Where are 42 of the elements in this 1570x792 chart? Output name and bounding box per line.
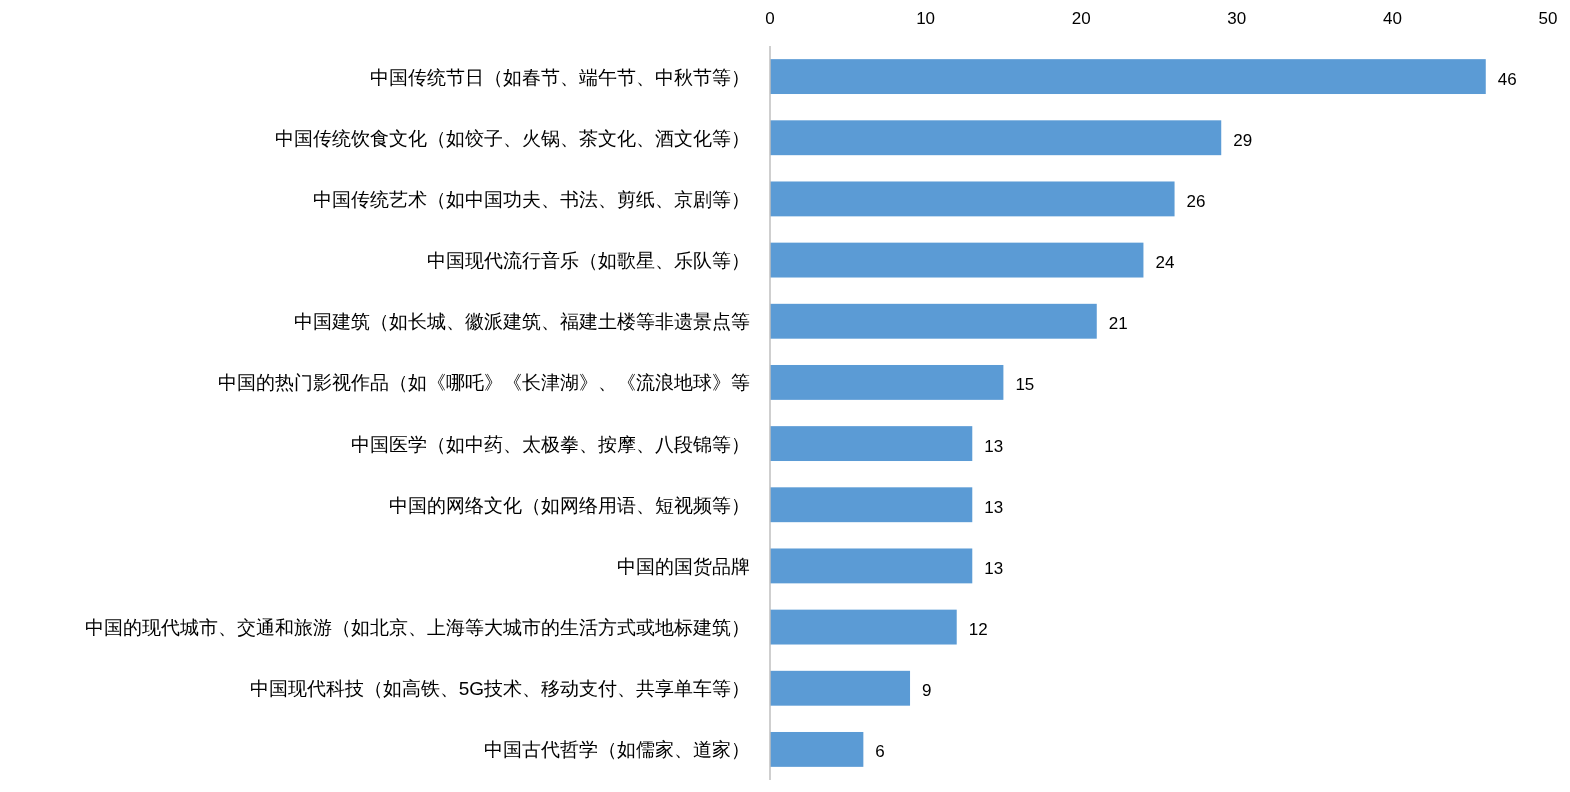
data-label: 21 xyxy=(1108,314,1128,334)
data-label: 12 xyxy=(968,620,988,640)
y-tick-label: 中国传统艺术（如中国功夫、书法、剪纸、京剧等） xyxy=(313,188,750,210)
data-label: 6 xyxy=(875,742,885,762)
y-tick-label: 中国建筑（如长城、徽派建筑、福建土楼等非遗景点等 xyxy=(294,311,750,333)
bar xyxy=(770,303,1097,339)
bar xyxy=(770,242,1144,278)
data-label: 9 xyxy=(922,681,932,701)
data-label: 26 xyxy=(1186,191,1206,211)
y-tick-label: 中国的国货品牌 xyxy=(617,555,750,577)
x-tick-label: 20 xyxy=(1071,9,1091,28)
data-label: 46 xyxy=(1497,69,1517,89)
bar xyxy=(770,364,1004,400)
y-tick-label: 中国的热门影视作品（如《哪吒》《长津湖》、《流浪地球》等 xyxy=(218,372,750,394)
y-tick-label: 中国的现代城市、交通和旅游（如北京、上海等大城市的生活方式或地标建筑） xyxy=(85,617,750,639)
data-label: 24 xyxy=(1155,253,1175,273)
y-tick-label: 中国医学（如中药、太极拳、按摩、八段锦等） xyxy=(351,433,750,455)
y-tick-label: 中国的网络文化（如网络用语、短视频等） xyxy=(389,494,750,516)
bar xyxy=(770,731,864,767)
data-label: 13 xyxy=(984,436,1004,456)
x-tick-label: 0 xyxy=(765,9,775,28)
data-label: 13 xyxy=(984,558,1004,578)
bar xyxy=(770,59,1486,95)
y-tick-label: 中国传统饮食文化（如饺子、火锅、茶文化、酒文化等） xyxy=(275,127,750,149)
data-label: 29 xyxy=(1233,130,1253,150)
y-tick-label: 中国古代哲学（如儒家、道家） xyxy=(484,739,750,761)
bar xyxy=(770,670,911,706)
bar xyxy=(770,181,1175,217)
x-tick-label: 40 xyxy=(1382,9,1402,28)
data-label: 15 xyxy=(1015,375,1035,395)
x-tick-label: 50 xyxy=(1538,9,1558,28)
bar xyxy=(770,548,973,584)
bar xyxy=(770,426,973,462)
y-tick-label: 中国现代科技（如高铁、5G技术、移动支付、共享单车等） xyxy=(249,678,750,700)
bar xyxy=(770,120,1222,156)
data-label: 13 xyxy=(984,497,1004,517)
bar xyxy=(770,487,973,523)
y-tick-label: 中国传统节日（如春节、端午节、中秋节等） xyxy=(370,66,750,88)
y-tick-label: 中国现代流行音乐（如歌星、乐队等） xyxy=(427,250,750,272)
x-tick-label: 30 xyxy=(1227,9,1247,28)
x-tick-label: 10 xyxy=(916,9,936,28)
bar xyxy=(770,609,957,645)
